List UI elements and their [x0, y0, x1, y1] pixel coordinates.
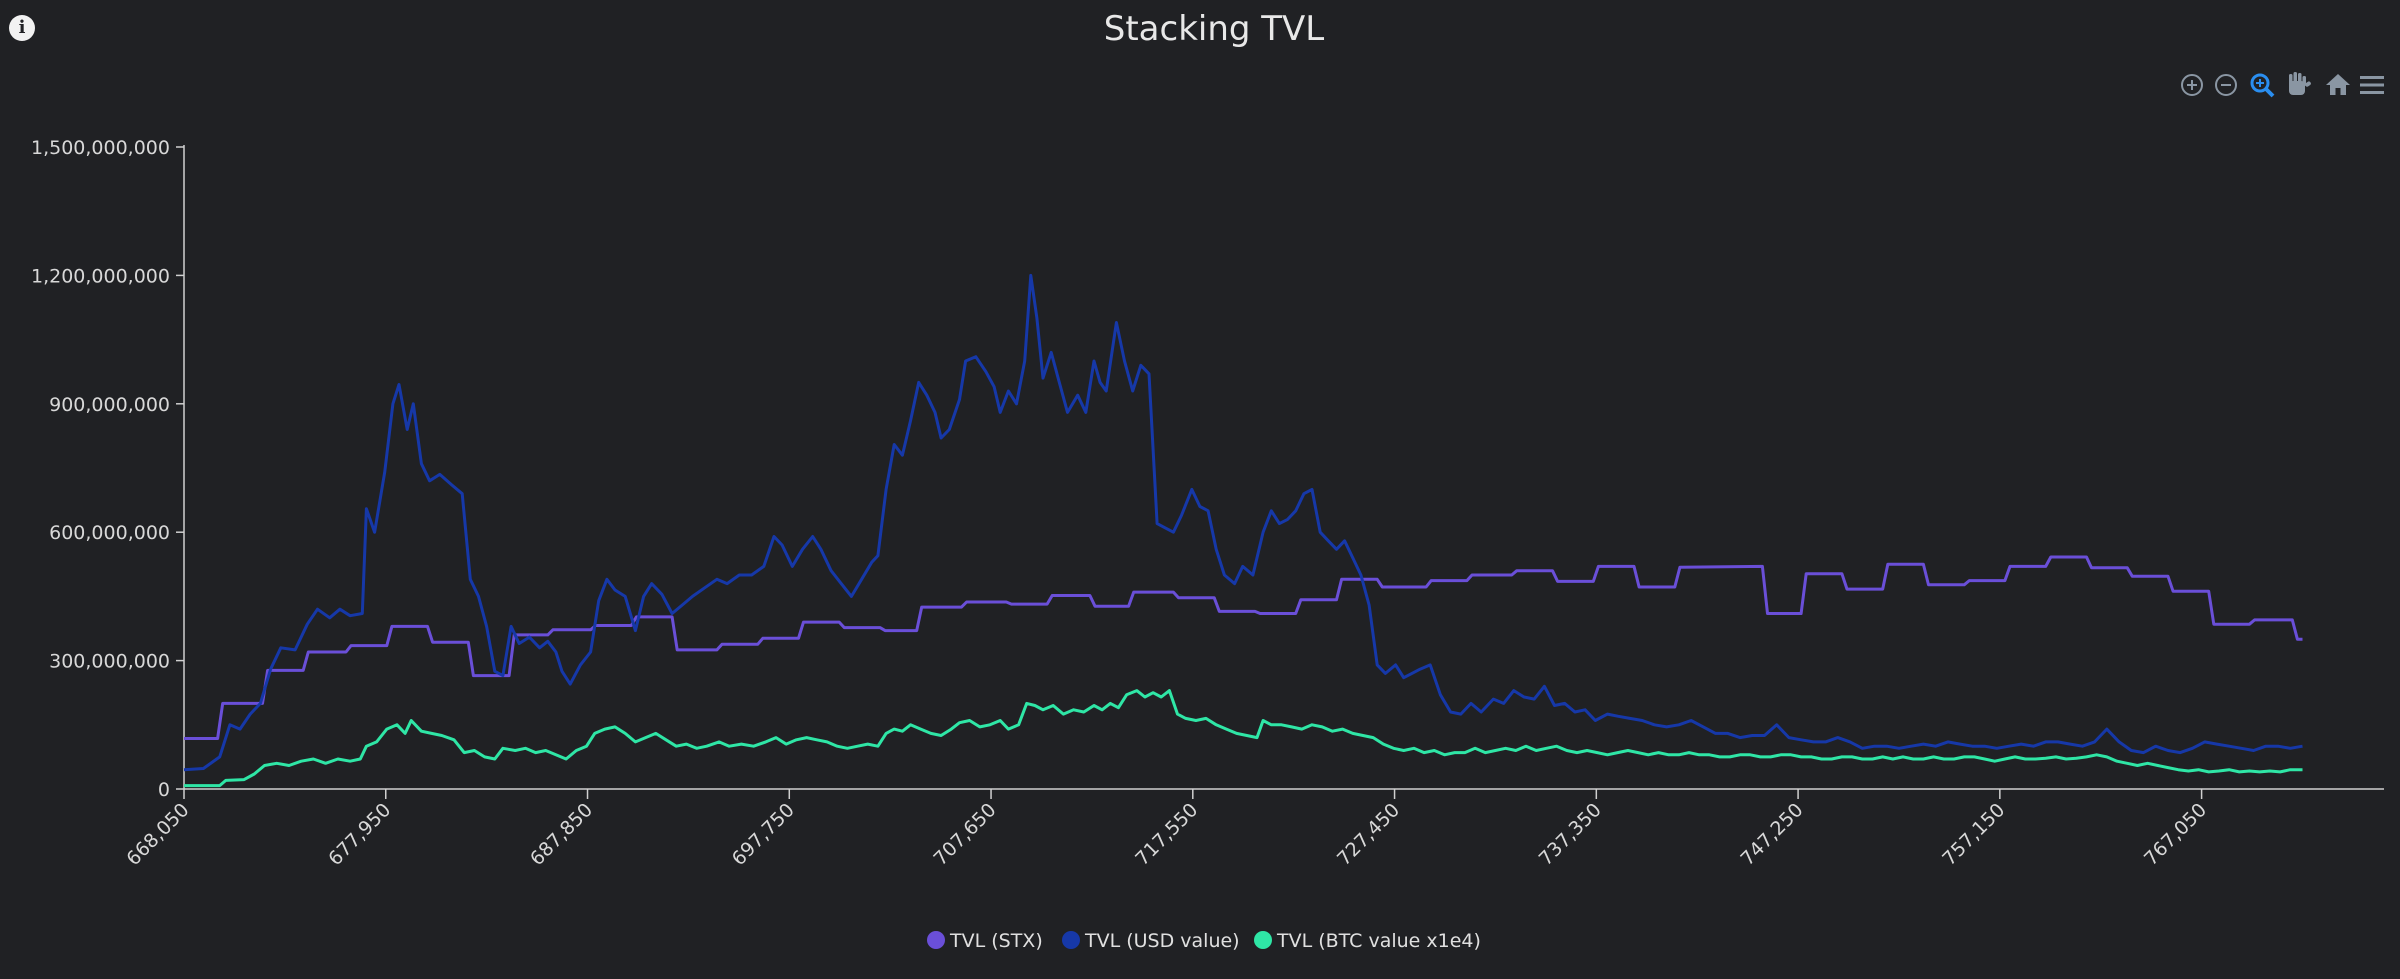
zoom-in-icon[interactable] [2181, 74, 2203, 96]
x-tick-label: 747,250 [1736, 799, 1807, 870]
legend-item-1[interactable]: TVL (USD value) [1062, 930, 1240, 952]
y-tick-label: 0 [158, 779, 170, 801]
legend-item-0[interactable]: TVL (STX) [927, 930, 1043, 952]
chart-title: Stacking TVL [1104, 9, 1325, 49]
x-tick-label: 687,850 [526, 799, 597, 870]
legend[interactable]: TVL (STX) TVL (USD value) TVL (BTC value x… [927, 930, 1481, 952]
pan-hand-icon[interactable] [2289, 72, 2312, 95]
series-line-2 [184, 689, 2303, 788]
x-tick-label: 668,050 [122, 799, 193, 870]
legend-label: TVL (USD value) [1084, 930, 1240, 952]
legend-label: TVL (STX) [949, 930, 1043, 952]
home-reset-icon[interactable] [2326, 74, 2350, 95]
legend-marker [1254, 931, 1272, 949]
legend-marker [927, 931, 945, 949]
x-tick-label: 727,450 [1333, 799, 1404, 870]
x-tick-label: 717,550 [1131, 799, 1202, 870]
info-icon[interactable]: i [9, 15, 35, 41]
x-tick-label: 737,350 [1535, 799, 1606, 870]
legend-label: TVL (BTC value x1e4) [1276, 930, 1481, 952]
x-tick-label: 757,150 [1938, 799, 2009, 870]
y-tick-label: 900,000,000 [49, 394, 170, 416]
zoom-out-icon[interactable] [2215, 74, 2237, 96]
hamburger-menu-icon[interactable] [2360, 76, 2384, 94]
y-tick-label: 600,000,000 [49, 522, 170, 544]
series-line-1 [183, 273, 2303, 772]
x-tick-label: 677,950 [324, 799, 395, 870]
y-tick-label: 1,200,000,000 [31, 265, 170, 287]
y-tick-label: 1,500,000,000 [31, 137, 170, 159]
legend-marker [1062, 931, 1080, 949]
y-tick-label: 300,000,000 [49, 651, 170, 673]
x-tick-label: 697,750 [728, 799, 799, 870]
series-line-0 [184, 555, 2303, 740]
x-tick-label: 767,050 [2140, 799, 2211, 870]
series-layer [183, 273, 2303, 788]
selection-zoom-icon[interactable] [2250, 73, 2275, 98]
x-tick-label: 707,650 [929, 799, 1000, 870]
legend-item-2[interactable]: TVL (BTC value x1e4) [1254, 930, 1481, 952]
chart-toolbar [2176, 70, 2396, 100]
